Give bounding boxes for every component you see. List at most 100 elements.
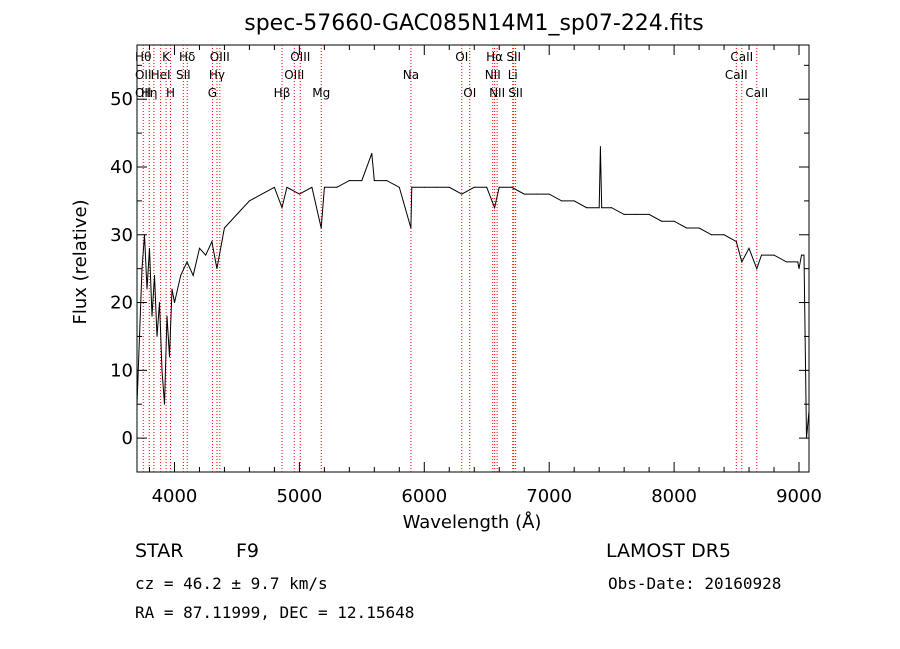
line-marker-label: CaII <box>745 86 768 100</box>
y-tick-label: 30 <box>110 225 133 246</box>
spectrum-point <box>166 315 168 317</box>
spectrum-point <box>798 268 800 270</box>
spectrum-point <box>698 227 700 229</box>
line-marker-label: Hη <box>141 86 158 100</box>
spectrum-point <box>498 186 500 188</box>
y-tick-label: 50 <box>110 89 133 110</box>
line-marker-label: NII <box>489 86 505 100</box>
spectrum-point <box>523 193 525 195</box>
spectrum-point <box>773 254 775 256</box>
spectrum-point <box>192 274 194 276</box>
spectrum-point <box>163 403 165 405</box>
spectrum-point <box>573 200 575 202</box>
x-tick-label: 5000 <box>276 486 322 507</box>
spectrum-point <box>611 207 613 209</box>
spectrum-point <box>348 180 350 182</box>
spectrum-point <box>236 213 238 215</box>
line-marker-label: SII <box>508 86 523 100</box>
spectrum-point <box>586 207 588 209</box>
x-axis: 4000 5000 6000 7000 8000 9000 <box>148 45 822 507</box>
spectrum-point <box>601 207 603 209</box>
survey-name: LAMOST DR5 <box>606 540 731 562</box>
spectrum-point <box>548 193 550 195</box>
spectrum-point <box>158 302 160 304</box>
spectrum-point <box>411 186 413 188</box>
spectrum-point <box>536 193 538 195</box>
spectrum-point <box>281 207 283 209</box>
y-tick-label: 40 <box>110 157 133 178</box>
spectrum-point <box>216 268 218 270</box>
spectrum-point <box>723 234 725 236</box>
spectrum-point <box>410 227 412 229</box>
x-tick-label: 8000 <box>651 486 697 507</box>
x-tick-label: 9000 <box>776 486 822 507</box>
y-tick-label: 10 <box>110 360 133 381</box>
spectrum-point <box>673 220 675 222</box>
spectrum-point <box>494 207 496 209</box>
spectrum-line <box>136 146 810 439</box>
spectrum-point <box>211 241 213 243</box>
spectrum-point <box>761 254 763 256</box>
spectrum-point <box>171 288 173 290</box>
line-marker-label: H <box>166 86 175 100</box>
spectrum-point <box>146 288 148 290</box>
line-marker-label: Hα <box>486 50 503 64</box>
spectrum-point <box>205 254 207 256</box>
line-marker-label: CaII <box>725 68 748 82</box>
spectrum-point <box>151 315 153 317</box>
line-marker-labels: HθOIIOIIHηHeIKHSIIHδGHγOIIIHβOIIIOIIIMgN… <box>135 50 768 100</box>
spectrum-point <box>598 207 600 209</box>
line-marker-label: K <box>162 50 171 64</box>
redshift-cz: cz = 46.2 ± 9.7 km/s <box>135 574 328 593</box>
y-axis: 0 10 20 30 40 50 <box>110 64 809 473</box>
line-marker-label: Hγ <box>209 68 225 82</box>
line-marker-label: OI <box>455 50 468 64</box>
spectrum-point <box>486 186 488 188</box>
spectrum-point <box>461 193 463 195</box>
spectrum-point <box>273 186 275 188</box>
spectrum-point <box>311 186 313 188</box>
spectrum-point <box>298 193 300 195</box>
object-type: STAR <box>135 540 184 562</box>
spectrum-point <box>748 247 750 249</box>
spectrum-series <box>136 146 810 439</box>
spectrum-point <box>473 186 475 188</box>
line-marker-label: HeI <box>151 68 171 82</box>
spectrum-point <box>161 369 163 371</box>
line-marker-label: CaII <box>730 50 753 64</box>
y-tick-label: 20 <box>110 293 133 314</box>
line-marker-label: OII <box>135 86 152 100</box>
line-marker-label: Mg <box>312 86 330 100</box>
spectrum-point <box>148 247 150 249</box>
spectrum-point <box>803 254 805 256</box>
line-marker-label: OIII <box>210 50 230 64</box>
spectrum-point <box>423 186 425 188</box>
spectrum-point <box>448 186 450 188</box>
spectrum-point <box>623 213 625 215</box>
spectrum-point <box>398 186 400 188</box>
x-tick-label: 7000 <box>526 486 572 507</box>
spectrum-point <box>741 261 743 263</box>
spectrum-point <box>323 186 325 188</box>
spectrum-point <box>373 180 375 182</box>
spectrum-point <box>756 268 758 270</box>
spectrum-point <box>436 186 438 188</box>
line-marker-label: OII <box>135 68 152 82</box>
line-marker-label: Na <box>403 68 419 82</box>
x-tick-label: 4000 <box>152 486 198 507</box>
spectrum-point <box>511 186 513 188</box>
spectrum-point <box>686 227 688 229</box>
spectrum-point <box>336 186 338 188</box>
spectrum-point <box>261 193 263 195</box>
line-marker-label: NII <box>485 68 501 82</box>
chart-title: spec-57660-GAC085N14M1_sp07-224.fits <box>244 11 704 36</box>
line-marker-label: Li <box>508 68 518 82</box>
spectrum-point <box>797 261 799 263</box>
line-marker-label: Hθ <box>135 50 151 64</box>
line-marker-label: SII <box>506 50 521 64</box>
x-axis-label: Wavelength (Å) <box>403 511 542 533</box>
spectrum-point <box>320 227 322 229</box>
spectrum-point <box>153 274 155 276</box>
line-marker-label: Hδ <box>179 50 195 64</box>
spectrum-point <box>801 254 803 256</box>
